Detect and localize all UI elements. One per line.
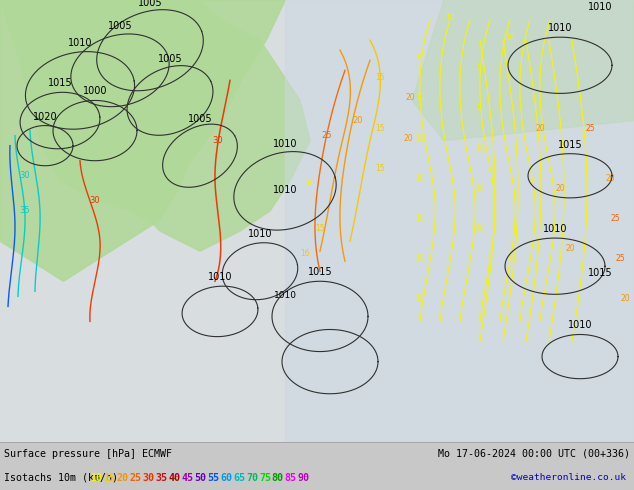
Text: 85: 85 [285, 473, 297, 483]
Text: 60: 60 [220, 473, 232, 483]
Text: 20: 20 [403, 134, 413, 143]
Text: 15: 15 [375, 74, 385, 82]
Text: 1020: 1020 [33, 112, 57, 122]
Text: Mo 17-06-2024 00:00 UTC (00+336): Mo 17-06-2024 00:00 UTC (00+336) [438, 449, 630, 459]
Text: 10: 10 [476, 224, 485, 233]
Text: 10: 10 [476, 144, 485, 153]
Text: 1005: 1005 [188, 114, 212, 123]
Text: 10: 10 [476, 103, 485, 113]
Text: 1010: 1010 [273, 185, 297, 195]
Text: 15: 15 [375, 123, 385, 133]
Text: 10: 10 [91, 473, 103, 483]
Text: 25: 25 [585, 123, 595, 133]
Text: 20: 20 [565, 244, 575, 253]
Text: 25: 25 [321, 131, 332, 140]
Text: 25: 25 [610, 214, 620, 223]
Text: 20: 20 [620, 294, 630, 303]
Text: 70: 70 [246, 473, 258, 483]
Text: 10: 10 [415, 214, 425, 223]
Text: 10: 10 [505, 33, 515, 42]
Text: 30: 30 [89, 196, 100, 205]
Text: 10: 10 [476, 63, 485, 73]
Text: 10: 10 [415, 254, 425, 263]
Text: 1010: 1010 [568, 320, 592, 330]
Text: 80: 80 [272, 473, 284, 483]
Text: ©weatheronline.co.uk: ©weatheronline.co.uk [511, 473, 626, 483]
Text: 1010: 1010 [208, 272, 232, 282]
Polygon shape [285, 0, 634, 442]
Text: 45: 45 [181, 473, 193, 483]
Text: 1010: 1010 [68, 38, 93, 48]
Text: 35: 35 [20, 206, 30, 216]
Text: 20: 20 [535, 123, 545, 133]
Text: 1005: 1005 [108, 21, 133, 31]
Text: 1015: 1015 [558, 140, 582, 149]
Text: 1010: 1010 [543, 224, 567, 234]
Text: 20: 20 [405, 94, 415, 102]
Text: Surface pressure [hPa] ECMWF: Surface pressure [hPa] ECMWF [4, 449, 172, 459]
Text: 1000: 1000 [83, 86, 107, 97]
Text: 40: 40 [168, 473, 180, 483]
Text: 10: 10 [415, 53, 425, 62]
Text: 15: 15 [103, 473, 115, 483]
Text: 30: 30 [212, 136, 223, 145]
Polygon shape [0, 0, 310, 251]
Text: 30: 30 [20, 172, 30, 180]
Text: 55: 55 [207, 473, 219, 483]
Text: 1010: 1010 [588, 2, 612, 12]
Text: 15: 15 [315, 224, 325, 233]
Text: 1010: 1010 [273, 139, 297, 148]
Text: 10: 10 [476, 184, 485, 193]
Text: 10: 10 [415, 174, 425, 183]
Text: 1010: 1010 [273, 292, 297, 300]
Text: 10: 10 [415, 94, 425, 102]
Text: 1015: 1015 [48, 78, 72, 88]
Text: 15: 15 [375, 164, 385, 173]
Text: 1010: 1010 [248, 229, 272, 239]
Text: 10: 10 [415, 294, 425, 303]
Text: Isotachs 10m (km/h): Isotachs 10m (km/h) [4, 473, 124, 483]
Text: 25: 25 [129, 473, 141, 483]
Text: 1005: 1005 [138, 0, 162, 8]
Text: 1005: 1005 [158, 54, 183, 64]
Text: 65: 65 [233, 473, 245, 483]
Text: 10: 10 [305, 179, 315, 188]
Text: 75: 75 [259, 473, 271, 483]
Text: 16: 16 [300, 249, 310, 258]
Polygon shape [0, 0, 317, 442]
Text: 1015: 1015 [307, 267, 332, 277]
Text: 1015: 1015 [588, 268, 612, 278]
Text: 35: 35 [155, 473, 167, 483]
Text: 1010: 1010 [548, 23, 573, 33]
Polygon shape [0, 0, 285, 281]
Text: 20: 20 [555, 184, 565, 193]
Text: 10: 10 [445, 13, 455, 22]
Text: 30: 30 [142, 473, 154, 483]
Text: 50: 50 [194, 473, 206, 483]
Text: 90: 90 [298, 473, 310, 483]
Text: 20: 20 [353, 116, 363, 125]
Text: 10: 10 [415, 134, 425, 143]
Text: 25: 25 [615, 254, 625, 263]
Text: 20: 20 [605, 174, 615, 183]
Polygon shape [412, 0, 634, 141]
Text: 20: 20 [116, 473, 128, 483]
